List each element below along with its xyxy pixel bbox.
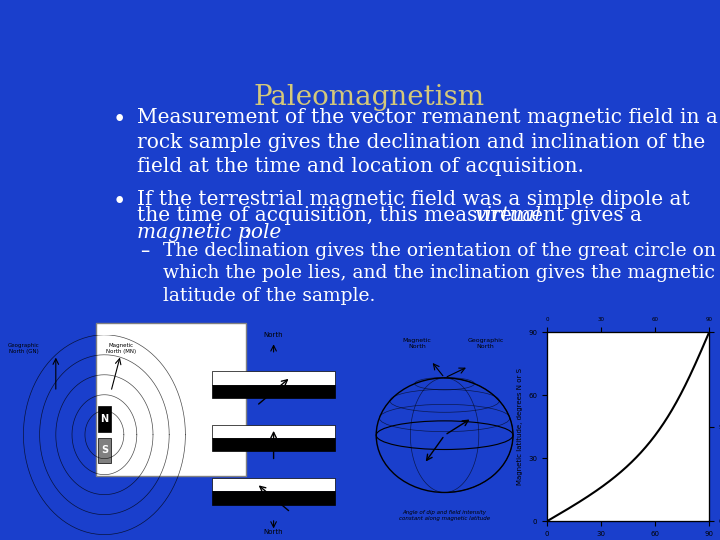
Bar — [212, 491, 336, 504]
Text: –: – — [140, 241, 150, 260]
Y-axis label: Magnetic latitude, degrees N or S: Magnetic latitude, degrees N or S — [517, 368, 523, 485]
Text: :: : — [243, 223, 251, 242]
Text: N: N — [100, 414, 109, 424]
Text: Magnetic
North: Magnetic North — [402, 339, 432, 349]
Text: •: • — [112, 109, 126, 131]
Text: magnetic pole: magnetic pole — [138, 223, 282, 242]
Text: Angle of dip and field intensity
constant along magnetic latitude: Angle of dip and field intensity constan… — [399, 510, 490, 521]
Text: North: North — [264, 332, 284, 338]
Text: 19: 19 — [610, 454, 631, 472]
Text: Geographic
North (GN): Geographic North (GN) — [7, 343, 40, 354]
Text: North: North — [264, 529, 284, 535]
Bar — [212, 438, 336, 451]
Text: Magnetic
North (MN): Magnetic North (MN) — [106, 343, 135, 354]
Bar — [212, 372, 336, 384]
FancyBboxPatch shape — [96, 322, 246, 476]
Bar — [98, 406, 111, 432]
Bar — [98, 437, 111, 463]
Text: the time of acquisition, this measurement gives a: the time of acquisition, this measuremen… — [138, 206, 649, 225]
Bar — [212, 424, 336, 438]
Text: Measurement of the vector remanent magnetic field in a rock sample gives the dec: Measurement of the vector remanent magne… — [138, 109, 719, 176]
Text: virtual: virtual — [474, 206, 541, 225]
Text: Paleomagnetism: Paleomagnetism — [253, 84, 485, 111]
Bar — [212, 478, 336, 491]
Text: Geographic
North: Geographic North — [467, 339, 504, 349]
Text: S: S — [101, 446, 108, 455]
Text: If the terrestrial magnetic field was a simple dipole at: If the terrestrial magnetic field was a … — [138, 190, 690, 208]
Bar — [212, 384, 336, 398]
Text: •: • — [112, 190, 126, 213]
Text: The declination gives the orientation of the great circle on
which the pole lies: The declination gives the orientation of… — [163, 241, 716, 305]
